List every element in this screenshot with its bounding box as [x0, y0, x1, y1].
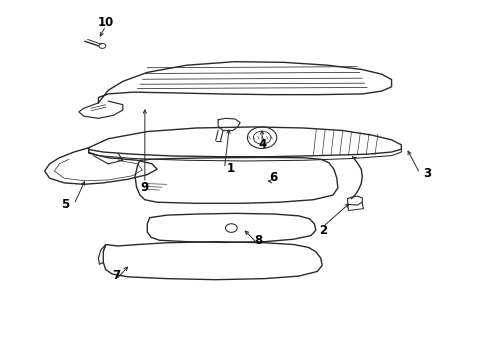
Text: 3: 3: [423, 167, 431, 180]
Text: 5: 5: [61, 198, 69, 211]
Text: 6: 6: [269, 171, 277, 184]
Text: 1: 1: [226, 162, 234, 175]
Text: 10: 10: [98, 16, 114, 29]
Text: 7: 7: [112, 269, 120, 282]
Text: 9: 9: [141, 181, 149, 194]
Text: 4: 4: [258, 138, 266, 150]
Text: 2: 2: [319, 224, 327, 238]
Text: 8: 8: [255, 234, 263, 247]
